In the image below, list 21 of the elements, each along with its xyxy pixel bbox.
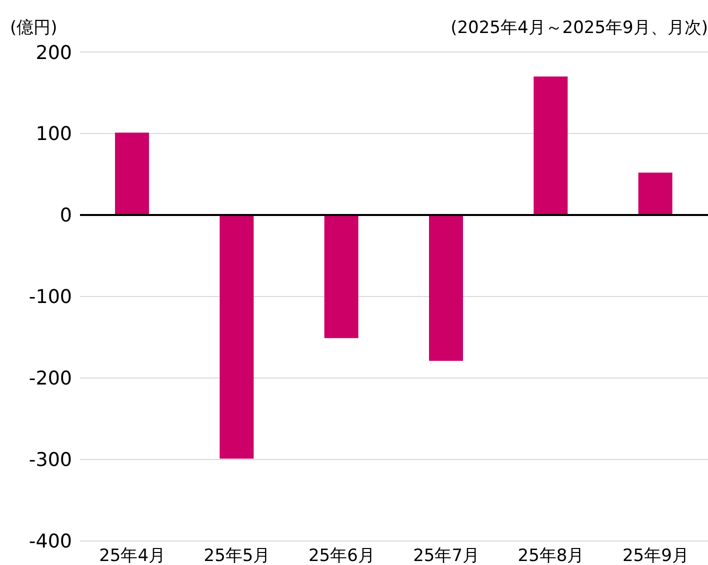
x-tick-label: 25年8月 — [518, 546, 584, 565]
bar — [638, 172, 672, 215]
y-tick-label: 0 — [60, 204, 72, 227]
bar — [324, 215, 358, 338]
y-tick-label: 100 — [36, 123, 72, 146]
y-tick-label: -100 — [28, 286, 72, 308]
bar — [115, 132, 149, 215]
x-tick-label: 25年5月 — [204, 546, 270, 565]
bar — [220, 215, 254, 459]
y-tick-label: -200 — [28, 368, 72, 390]
y-tick-label: -300 — [28, 449, 72, 472]
y-tick-label: -400 — [28, 530, 72, 553]
y-axis-title: (億円) — [10, 17, 58, 39]
x-tick-label: 25年4月 — [99, 546, 166, 565]
x-tick-label: 25年7月 — [413, 546, 480, 565]
chart-subtitle: (2025年4月～2025年9月、月次) — [450, 17, 708, 39]
x-tick-label: 25年9月 — [622, 546, 689, 565]
bar — [534, 76, 568, 215]
bar — [429, 215, 463, 361]
y-tick-label: 200 — [36, 42, 72, 64]
x-tick-label: 25年6月 — [308, 546, 375, 565]
